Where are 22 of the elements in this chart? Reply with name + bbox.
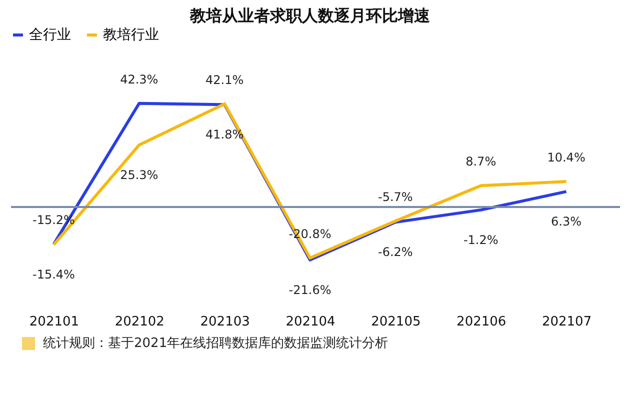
data-label: -1.2%	[463, 232, 498, 247]
data-label: 42.3%	[120, 72, 158, 86]
x-tick-label: 202104	[286, 314, 336, 330]
legend-label: 全行业	[29, 27, 71, 43]
x-tick-label: 202106	[456, 314, 506, 330]
chart-title: 教培从业者求职人数逐月环比增速	[189, 6, 431, 25]
data-label: -15.4%	[32, 268, 75, 282]
x-tick-label: 202105	[371, 314, 421, 330]
data-label: -21.6%	[288, 282, 332, 297]
x-tick-label: 202102	[114, 314, 164, 330]
x-tick-label: 202101	[29, 314, 80, 330]
x-tick-label: 202107	[542, 314, 592, 330]
text: 统计规则：基于2021年在线招聘数据库的数据监测统计分析	[43, 335, 388, 352]
data-label: -5.7%	[378, 190, 413, 204]
data-label: 10.4%	[547, 150, 586, 165]
data-label: -6.2%	[378, 245, 413, 260]
data-label: 6.3%	[551, 214, 582, 229]
data-label: 25.3%	[120, 168, 158, 182]
legend-label: 教培行业	[103, 27, 159, 43]
data-label: 8.7%	[466, 154, 496, 169]
x-tick-label: 202103	[200, 314, 250, 330]
data-label: 42.1%	[206, 72, 244, 87]
